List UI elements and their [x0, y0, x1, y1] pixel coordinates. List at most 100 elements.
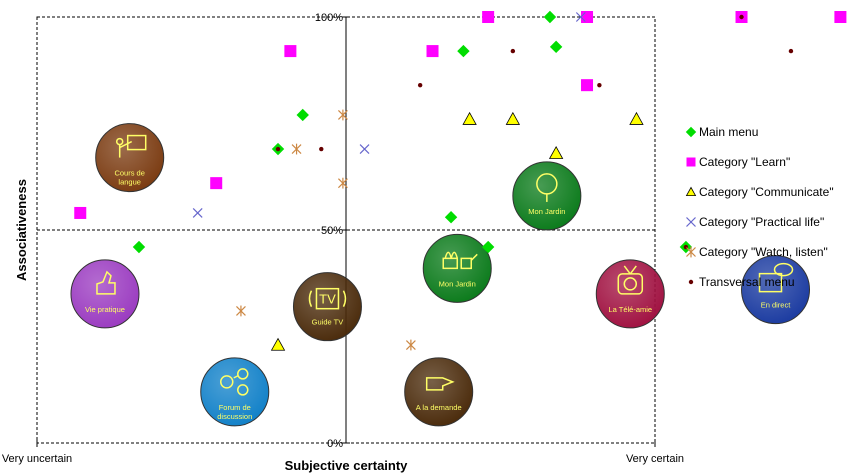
tv-icon: [315, 287, 340, 310]
data-point-series-2: [505, 111, 521, 125]
icon-badge: [741, 255, 811, 325]
menu-icon-thumb: Vie pratique: [70, 259, 140, 329]
data-point-series-1: [74, 206, 87, 219]
data-point-series-1: [581, 11, 594, 23]
data-point-series-1: [210, 177, 223, 190]
icon-label: Guide TV: [312, 318, 344, 327]
icon-label: Cours de langue: [114, 169, 144, 187]
menu-icon-hand: A la demande: [404, 357, 474, 427]
data-point-series-2: [462, 111, 477, 125]
data-point-series-0: [444, 211, 458, 224]
thumbs-up-icon: [96, 270, 116, 295]
icon-label: Mon Jardin: [528, 207, 565, 216]
data-point-series-1: [426, 45, 439, 58]
plant-leaves: [444, 251, 458, 259]
icon-badge: [200, 357, 270, 427]
icon-label: Forum de discussion: [217, 403, 252, 421]
antenna: [629, 265, 637, 275]
menu-icon-tree: Mon Jardin: [512, 161, 582, 231]
speech-bubble-icon: [773, 262, 794, 277]
legend-marker-0: [685, 126, 697, 138]
data-point-series-4: [405, 339, 416, 351]
legend-marker-4: [686, 246, 696, 258]
legend-label-3: Category "Practical life": [699, 215, 824, 229]
smiley-icon: [220, 375, 234, 389]
data-point-series-3: [359, 144, 370, 154]
data-point-series-5: [417, 82, 423, 88]
legend-marker-2: [685, 186, 697, 196]
y-tick-label: 0%: [327, 438, 343, 450]
data-point-series-0: [481, 240, 495, 254]
pointing-hand-icon: [425, 377, 455, 391]
legend: Main menu Category "Learn" Category "Commu…: [685, 125, 834, 289]
data-point-series-0: [543, 10, 557, 24]
data-point-series-3: [192, 208, 203, 218]
tv-glyph: TV: [319, 292, 336, 307]
x-axis-title: Subjective certainty: [285, 458, 409, 473]
data-point-series-3: [575, 12, 586, 22]
data-point-series-0: [132, 240, 146, 254]
legend-marker-3: [686, 217, 696, 227]
data-point-series-1: [284, 45, 297, 58]
data-point-series-1: [581, 79, 594, 92]
data-point-series-0: [457, 44, 470, 58]
data-point-series-1: [482, 11, 495, 23]
icon-label: La Télé-amie: [608, 305, 652, 314]
data-point-series-4: [236, 305, 246, 317]
x-tick-label-left: Very uncertain: [2, 453, 72, 465]
icon-label: Mon Jardin: [439, 279, 476, 288]
data-point-series-2: [270, 337, 286, 351]
antenna: [623, 265, 631, 275]
data-point-series-1: [834, 11, 847, 23]
data-point-series-5: [788, 48, 794, 54]
menu-icon-tv: TV Guide TV: [292, 272, 362, 342]
arrow: [233, 375, 239, 379]
planter-icon: [442, 257, 458, 270]
data-point-series-5: [510, 48, 516, 54]
smiley-icon: [623, 277, 638, 291]
legend-label-2: Category "Communicate": [699, 185, 834, 199]
menu-icon-tv-face: La Télé-amie: [595, 259, 665, 329]
menu-icon-chat: Forum de discussion: [200, 357, 270, 427]
data-point-series-5: [597, 82, 602, 88]
plot-frame: 0% 50% 100%: [36, 12, 656, 450]
person-icon: [237, 368, 249, 380]
data-point-series-4: [337, 177, 348, 189]
data-point-series-0: [296, 108, 309, 122]
legend-marker-1: [686, 157, 696, 167]
icon-label: A la demande: [416, 403, 462, 412]
data-point-series-4: [291, 143, 302, 155]
pointer-arm: [119, 140, 133, 149]
y-tick-label: 100%: [315, 12, 343, 24]
board-icon: [126, 134, 147, 151]
legend-label-0: Main menu: [699, 125, 758, 139]
data-point-series-5: [739, 14, 744, 20]
person-icon: [237, 384, 249, 396]
icon-label: Vie pratique: [85, 305, 125, 314]
menu-icon-broadcast: En direct: [741, 255, 811, 325]
icon-badge: [95, 123, 165, 193]
signal-waves: [308, 290, 347, 308]
icon-badge: [404, 357, 474, 427]
y-tick-label: 50%: [321, 225, 343, 237]
data-point-series-5: [319, 146, 324, 152]
menu-icon-garden: Mon Jardin: [422, 233, 492, 303]
legend-label-1: Category "Learn": [699, 155, 790, 169]
legend-label-5: Transversal menu: [699, 275, 795, 289]
x-tick-label-right: Very certain: [626, 453, 684, 465]
y-axis-title: Associativeness: [14, 179, 29, 281]
menu-icon-teacher: Cours de langue: [95, 123, 165, 193]
legend-marker-5: [688, 279, 694, 285]
icon-label: En direct: [761, 301, 792, 310]
data-point-series-2: [629, 111, 644, 125]
data-point-series-4: [337, 109, 348, 121]
icon-badge: [292, 272, 362, 342]
tv-icon: [758, 272, 783, 293]
legend-label-4: Category "Watch, listen": [699, 245, 828, 259]
data-point-series-5: [275, 146, 281, 152]
watering-can-icon: [460, 253, 478, 270]
data-point-series-2: [548, 145, 564, 159]
data-point-series-0: [549, 40, 563, 54]
